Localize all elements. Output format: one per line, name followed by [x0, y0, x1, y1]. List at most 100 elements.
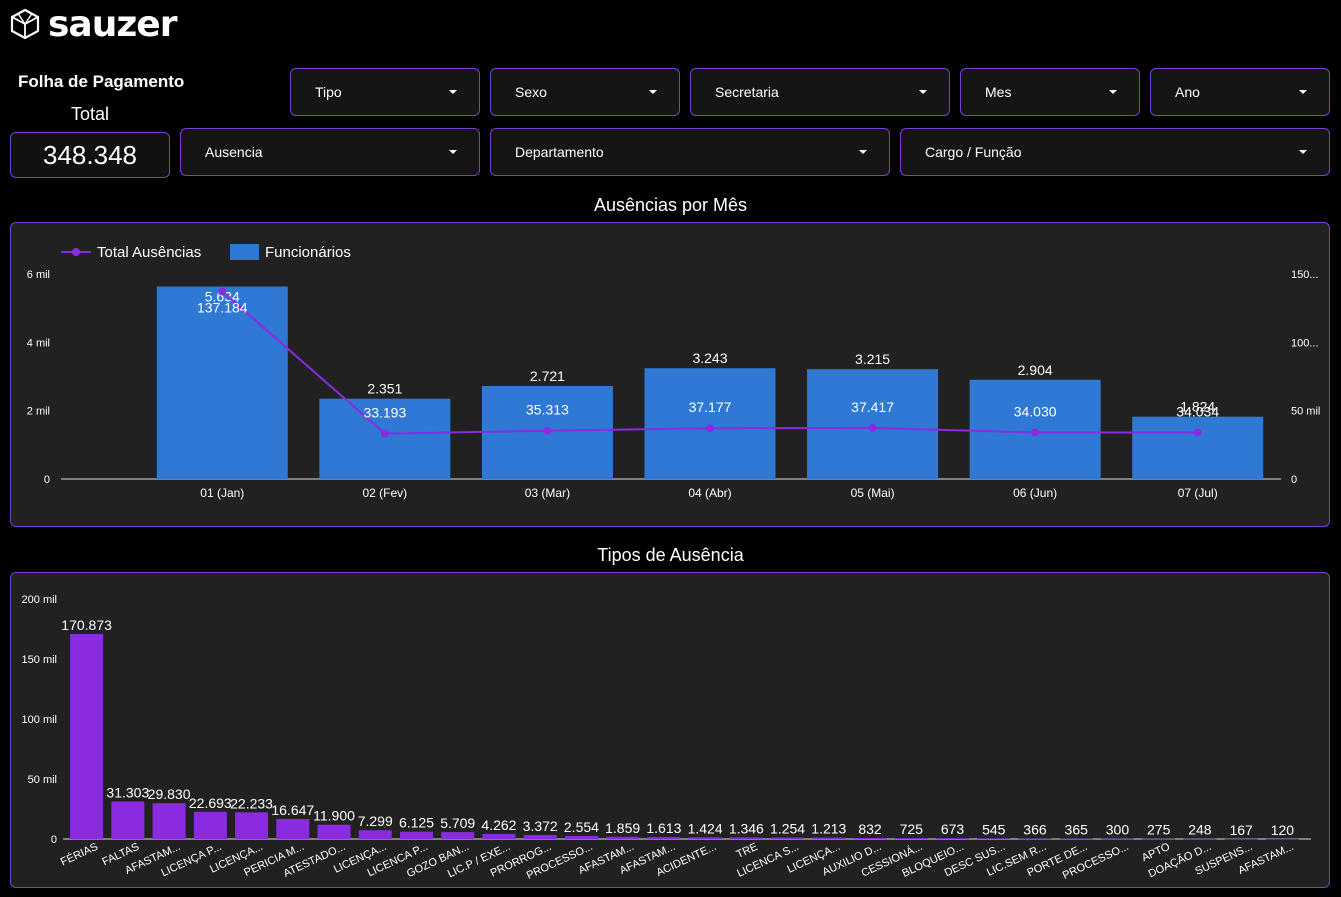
y-axis-tick: 150 mil — [22, 654, 57, 666]
monthly-chart-panel: Total Ausências Funcionários 0 2 mil 4 mil 6 … — [10, 222, 1330, 527]
bar-value-label: 6.125 — [399, 815, 434, 831]
bar-value-label: 1.613 — [646, 820, 681, 836]
bar-value-label: 725 — [900, 821, 924, 837]
bar-value-label: 2.554 — [564, 819, 599, 835]
caret-down-icon — [449, 90, 457, 94]
bar-absence-type — [111, 801, 145, 839]
bar-value-label: 3.372 — [523, 818, 558, 834]
bar-value-label: 3.243 — [692, 350, 727, 366]
filter-sexo[interactable]: Sexo — [490, 68, 680, 116]
right-axis-tick: 100... — [1291, 337, 1319, 349]
right-axis-tick: 0 — [1291, 474, 1297, 486]
caret-down-icon — [649, 90, 657, 94]
filter-ausencia[interactable]: Ausencia — [180, 128, 480, 176]
bar-value-label: 29.830 — [148, 786, 191, 802]
filter-mes[interactable]: Mes — [960, 68, 1140, 116]
left-axis-tick: 2 mil — [27, 406, 50, 418]
bar-value-label: 2.351 — [367, 381, 402, 397]
bar-absence-type — [1018, 838, 1052, 840]
filter-cargo-label: Cargo / Função — [925, 144, 1022, 160]
x-axis-tick-label: 05 (Mai) — [851, 486, 895, 500]
bar-value-label: 1.254 — [770, 820, 805, 836]
bar-absence-type — [564, 835, 598, 839]
y-axis-tick: 0 — [51, 834, 57, 846]
bar-value-label: 167 — [1229, 822, 1253, 838]
bar-absence-type — [152, 803, 186, 839]
filter-tipo-label: Tipo — [315, 84, 342, 100]
types-chart-panel: 0 50 mil 100 mil 150 mil 200 mil 170.873 FÉRIA… — [10, 572, 1330, 888]
brand-logo: sauzer — [10, 3, 177, 45]
bar-value-label: 1.824 — [1180, 399, 1215, 415]
y-axis-tick: 100 mil — [22, 714, 57, 726]
x-axis-tick-label: 04 (Abr) — [688, 486, 731, 500]
bar-absence-type — [812, 837, 846, 839]
filter-ano-label: Ano — [1175, 84, 1200, 100]
bar-value-label: 22.233 — [230, 795, 273, 811]
filter-departamento[interactable]: Departamento — [490, 128, 890, 176]
line-value-label: 37.417 — [851, 399, 894, 415]
bar-funcionarios — [319, 398, 451, 479]
line-value-label: 137.184 — [197, 300, 248, 316]
line-point — [1193, 428, 1202, 437]
filter-cargo-funcao[interactable]: Cargo / Função — [900, 128, 1330, 176]
filter-sexo-label: Sexo — [515, 84, 547, 100]
caret-down-icon — [1299, 150, 1307, 154]
bar-absence-type — [317, 824, 351, 839]
brand-name: sauzer — [48, 3, 177, 45]
page-title: Folha de Pagamento — [18, 72, 185, 91]
bar-absence-type — [977, 838, 1011, 839]
line-value-label: 35.313 — [526, 402, 569, 418]
bar-value-label: 4.262 — [481, 817, 516, 833]
filter-secretaria[interactable]: Secretaria — [690, 68, 950, 116]
caret-down-icon — [449, 150, 457, 154]
line-value-label: 33.193 — [363, 405, 406, 421]
bar-absence-type — [399, 831, 433, 839]
y-axis-tick: 200 mil — [22, 594, 57, 606]
x-axis-tick-label: FÉRIAS — [58, 840, 100, 869]
filter-departamento-label: Departamento — [515, 144, 604, 160]
bar-absence-type — [771, 837, 805, 839]
bar-value-label: 365 — [1065, 822, 1089, 838]
bar-value-label: 673 — [941, 821, 965, 837]
legend-line-marker — [72, 248, 80, 256]
x-axis-tick-label: TRE — [735, 841, 760, 861]
bar-absence-type — [523, 834, 557, 839]
bar-absence-type — [936, 838, 970, 839]
absence-types-chart: 0 50 mil 100 mil 150 mil 200 mil 170.873 FÉRIA… — [22, 594, 1311, 882]
bar-value-label: 2.721 — [530, 368, 565, 384]
bar-absence-type — [276, 819, 310, 839]
bar-value-label: 1.859 — [605, 820, 640, 836]
x-axis-tick-label: 06 (Jun) — [1013, 486, 1057, 500]
sauzer-logo-icon — [10, 8, 40, 40]
caret-down-icon — [859, 150, 867, 154]
bar-value-label: 1.424 — [688, 820, 723, 836]
bar-value-label: 7.299 — [358, 813, 393, 829]
bar-absence-type — [358, 830, 392, 839]
line-point — [543, 426, 552, 435]
bar-absence-type — [647, 837, 681, 839]
filter-tipo[interactable]: Tipo — [290, 68, 480, 116]
bar-value-label: 1.346 — [729, 820, 764, 836]
bar-absence-type — [894, 838, 928, 839]
line-value-label: 34.030 — [1014, 403, 1057, 419]
bar-absence-type — [1142, 838, 1176, 840]
bar-value-label: 170.873 — [61, 617, 112, 633]
bar-absence-type — [853, 838, 887, 839]
bar-absence-type — [70, 633, 104, 839]
bar-value-label: 11.900 — [313, 808, 355, 824]
bar-value-label: 248 — [1188, 822, 1212, 838]
legend-label-funcionarios: Funcionários — [265, 244, 351, 261]
filter-ausencia-label: Ausencia — [205, 144, 263, 160]
legend-bar-swatch — [230, 244, 259, 260]
caret-down-icon — [1109, 90, 1117, 94]
filter-ano[interactable]: Ano — [1150, 68, 1330, 116]
filter-mes-label: Mes — [985, 84, 1012, 100]
types-chart-title: Tipos de Ausência — [597, 545, 744, 565]
kpi-total-value: 348.348 — [43, 139, 137, 170]
line-point — [380, 429, 389, 438]
x-axis-tick-label: 03 (Mar) — [525, 486, 570, 500]
bar-absence-type — [606, 836, 640, 839]
bar-absence-type — [729, 837, 763, 839]
caret-down-icon — [1299, 90, 1307, 94]
left-axis-tick: 6 mil — [27, 269, 50, 281]
